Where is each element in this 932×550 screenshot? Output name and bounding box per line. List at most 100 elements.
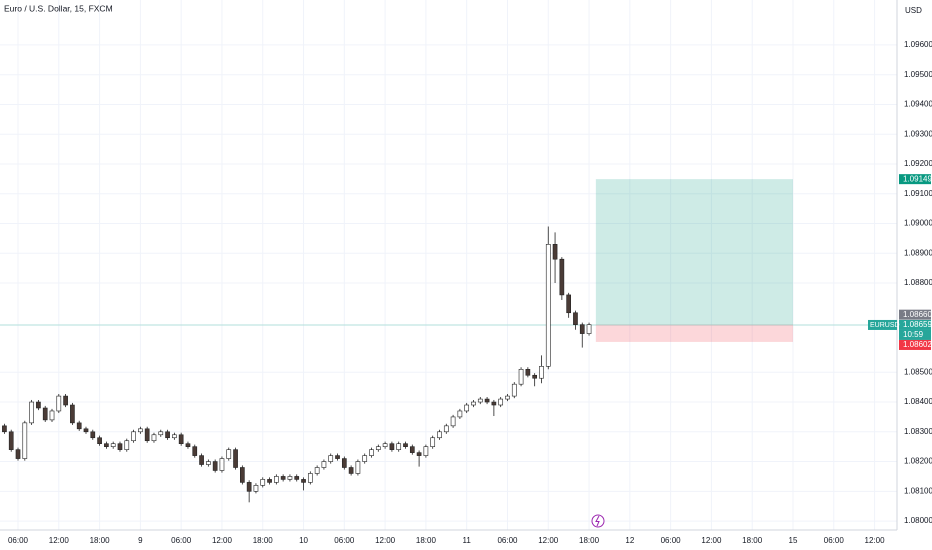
last-price-label-bg [899,319,931,330]
x-tick-label: 12:00 [375,536,396,545]
chart-title: Euro / U.S. Dollar, 15, FXCM [4,3,113,13]
candle-body [29,401,34,424]
candle-body [165,431,170,439]
candle-body [471,401,476,406]
candle-body [491,401,497,406]
x-tick-label: 06:00 [497,536,518,545]
x-tick-label: 18:00 [416,536,437,545]
x-tick-label: 06:00 [824,536,845,545]
candle-body [15,449,21,459]
stop-price-label-bg [899,339,931,350]
candle-body [457,410,463,418]
candle-body [573,312,578,325]
candle-body [328,455,334,462]
candle-body [219,458,225,471]
candle-body [90,431,96,439]
candle-body [22,422,28,459]
x-tick-label: 9 [138,536,143,545]
candle-body [396,443,402,450]
candle-body [505,395,510,400]
candle-body [443,425,449,433]
candle-body [362,455,368,462]
stop-price-label: 1.08602 [903,340,932,349]
candle-body [76,422,82,430]
x-tick-label: 11 [463,536,472,545]
candle-body [158,431,164,436]
candle-body [532,374,538,379]
candle-body [518,369,524,385]
candle-body [110,443,116,447]
symbol-label: EURUSD [870,322,900,329]
stop-zone [595,324,793,342]
x-tick-label: 12:00 [49,536,70,545]
x-tick-label: 10 [299,536,308,545]
candle-body [172,434,177,439]
candle-body [274,476,279,483]
candle-body [301,479,306,483]
candle-body [314,467,320,474]
y-tick-label: 1.08500 [904,367,932,376]
candle-body [260,479,266,486]
candle-body [321,461,327,468]
x-tick-label: 06:00 [334,536,355,545]
entry-price-label: 1.08660 [903,310,932,319]
target-price-label-bg [899,174,931,185]
candle-body [63,395,68,406]
candle-body [579,324,585,334]
plot-area [0,179,897,503]
candle-body [49,410,55,421]
candle-body [545,244,551,367]
candle-body [42,407,48,421]
y-tick-label: 1.09100 [904,189,932,198]
y-tick-label: 1.08800 [904,278,932,287]
candle-body [104,443,109,447]
x-tick-label: 06:00 [661,536,682,545]
event-icon-bolt[interactable] [595,515,600,527]
candle-body [539,366,544,379]
candle-body [294,476,300,480]
y-tick-label: 1.09600 [904,40,932,49]
y-tick-label: 1.09300 [904,129,932,138]
x-tick-label: 18:00 [253,536,274,545]
candle-body [280,476,286,480]
candle-body [206,461,211,465]
candle-body [246,482,252,492]
candle-body [355,461,361,474]
candle-body [430,437,436,447]
candle-body [267,479,272,483]
x-tick-label: 06:00 [8,536,29,545]
candle-body [144,428,150,442]
x-tick-label: 12:00 [538,536,559,545]
candle-body [307,473,313,483]
x-tick-label: 15 [789,536,798,545]
target-price-label: 1.09149 [903,174,932,183]
candle-body [450,416,456,427]
candle-body [566,294,571,314]
candle-body [70,404,75,424]
candle-body [151,434,157,442]
last-price-label: 1.08659 [903,320,932,329]
candle-body [117,443,123,450]
axis-layer: 1.09600 1.09500 1.09400 1.09300 1.09200 1.091… [8,40,932,545]
event-icon[interactable] [591,514,605,528]
candle-body [2,425,7,433]
y-tick-label: 1.08000 [904,516,932,525]
candle-body [369,449,374,456]
y-tick-label: 1.08400 [904,397,932,406]
candle-body [382,443,388,447]
y-tick-label: 1.09200 [904,159,932,168]
y-tick-label: 1.08200 [904,457,932,466]
candle-body [403,443,408,447]
candle-body [586,324,592,334]
candle-body [552,244,558,260]
target-zone [595,179,793,325]
candle-body [348,467,354,474]
symbol-label-bg [868,319,897,330]
candle-body [178,434,184,445]
x-tick-label: 18:00 [90,536,111,545]
x-tick-label: 18:00 [579,536,600,545]
candle-body [525,369,531,376]
candle-body [511,383,517,397]
